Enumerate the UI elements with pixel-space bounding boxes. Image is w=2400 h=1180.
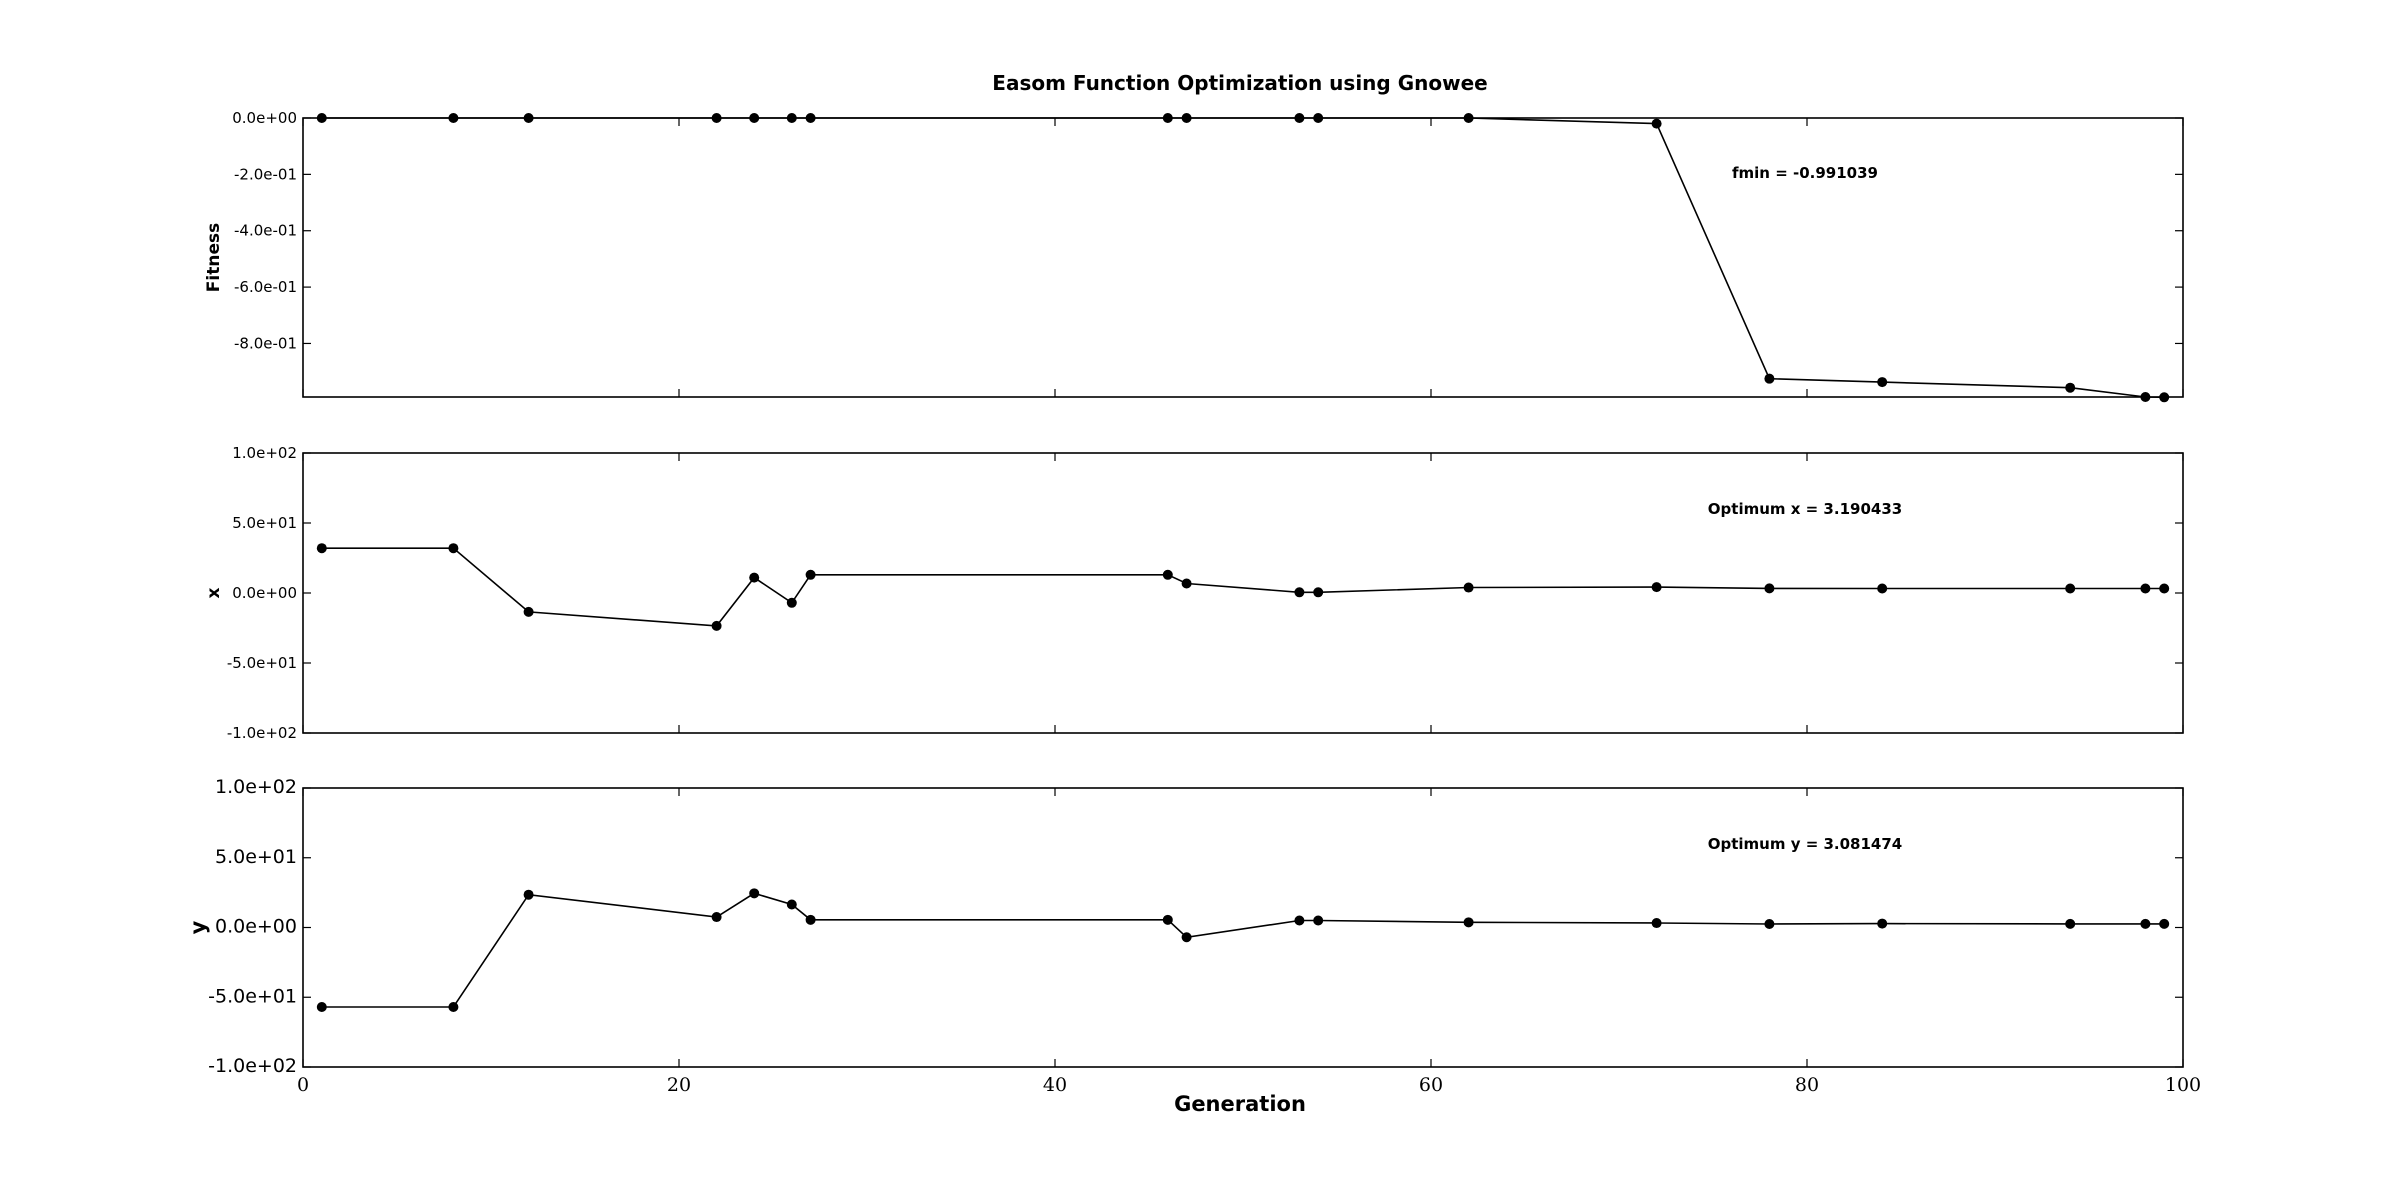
data-point <box>1181 932 1192 943</box>
data-point <box>711 912 722 923</box>
data-point <box>2065 583 2076 594</box>
data-point <box>523 606 534 617</box>
y-axis-label: x <box>204 587 224 598</box>
subplot-1: 0.0e+00 -2.0e-01 -4.0e-01 -6.0e-01 -8.0e-01 F… <box>204 109 2184 403</box>
plot-frame <box>302 787 2184 1068</box>
y-tick-label: 0.0e+00 <box>232 109 297 127</box>
y-tick-label: -6.0e-01 <box>234 278 297 296</box>
data-point <box>523 889 534 900</box>
data-point <box>2159 392 2170 403</box>
data-point <box>2140 392 2151 402</box>
data-point <box>1877 377 1888 388</box>
data-point <box>2140 918 2151 929</box>
data-point <box>448 1002 459 1013</box>
data-point <box>1877 918 1888 929</box>
data-point <box>316 1002 327 1013</box>
data-point <box>1162 914 1173 925</box>
data-point <box>1294 915 1305 926</box>
data-point <box>711 113 722 123</box>
y-tick-label: 0.0e+00 <box>215 916 297 938</box>
data-point <box>2140 583 2151 594</box>
data-point <box>1877 583 1888 594</box>
data-point <box>1313 113 1324 123</box>
data-point <box>2065 382 2076 393</box>
y-axis-label: y <box>186 920 210 934</box>
annotation-text: Optimum y = 3.081474 <box>1708 835 1903 853</box>
data-point <box>1764 373 1775 384</box>
data-point <box>786 597 797 608</box>
data-point <box>1651 118 1662 129</box>
data-point <box>749 572 760 583</box>
y-tick-label: -5.0e+01 <box>227 654 297 672</box>
data-point <box>1764 919 1775 930</box>
plot-frame <box>302 452 2184 734</box>
data-point <box>1463 582 1474 593</box>
plot-frame <box>302 117 2184 398</box>
data-point <box>1463 113 1474 123</box>
y-tick-label: -2.0e-01 <box>234 165 297 183</box>
x-tick-label: 40 <box>1043 1074 1067 1096</box>
data-point <box>1294 587 1305 598</box>
data-point <box>1181 113 1192 123</box>
data-point <box>805 113 816 123</box>
series-line <box>321 892 2165 1008</box>
subplot-3: 1.0e+02 5.0e+01 0.0e+00 -5.0e+01 -1.0e+02 y Op… <box>186 776 2184 1077</box>
data-point <box>523 113 534 123</box>
data-point <box>1313 915 1324 926</box>
annotation-text: Optimum x = 3.190433 <box>1708 500 1902 518</box>
y-tick-label: 5.0e+01 <box>232 514 297 532</box>
data-point <box>749 113 760 123</box>
y-axis-label: Fitness <box>204 223 224 292</box>
data-point <box>316 113 327 123</box>
data-point <box>1313 587 1324 598</box>
data-point <box>448 113 459 123</box>
y-tick-label: -8.0e-01 <box>234 334 297 352</box>
annotation-text: fmin = -0.991039 <box>1732 164 1878 182</box>
x-tick-label: 20 <box>667 1074 691 1096</box>
data-point <box>805 569 816 580</box>
x-tick-label: 0 <box>297 1074 309 1096</box>
chart-title: Easom Function Optimization using Gnowee <box>992 71 1487 95</box>
data-point <box>805 914 816 925</box>
data-point <box>1181 578 1192 589</box>
data-point <box>448 543 459 554</box>
x-axis-label: Generation <box>1174 1092 1306 1116</box>
data-point <box>749 888 760 899</box>
data-point <box>1463 917 1474 928</box>
x-tick-label: 100 <box>2165 1074 2201 1096</box>
data-point <box>1294 113 1305 123</box>
y-tick-label: 5.0e+01 <box>215 846 297 868</box>
data-point <box>2159 918 2170 929</box>
data-point <box>1162 569 1173 580</box>
y-tick-label: 1.0e+02 <box>215 776 297 798</box>
data-point <box>786 899 797 910</box>
data-point <box>2159 583 2170 594</box>
data-point <box>1651 582 1662 593</box>
x-tick-label: 80 <box>1795 1074 1819 1096</box>
data-point <box>711 620 722 631</box>
y-tick-label: -4.0e-01 <box>234 222 297 240</box>
y-tick-label: -5.0e+01 <box>208 985 297 1007</box>
subplot-2: 1.0e+02 5.0e+01 0.0e+00 -5.0e+01 -1.0e+02 x Op… <box>204 444 2184 742</box>
series-line <box>321 547 2165 627</box>
series-line <box>321 117 2165 399</box>
y-tick-label: 1.0e+02 <box>232 444 297 462</box>
data-point <box>1651 918 1662 929</box>
y-tick-label: -1.0e+02 <box>208 1055 297 1077</box>
y-tick-label: 0.0e+00 <box>232 584 297 602</box>
data-point <box>786 113 797 123</box>
data-point <box>1764 583 1775 594</box>
data-point <box>316 543 327 554</box>
data-point <box>2065 918 2076 929</box>
y-tick-label: -1.0e+02 <box>227 724 297 742</box>
x-tick-label: 60 <box>1419 1074 1443 1096</box>
data-point <box>1162 113 1173 123</box>
